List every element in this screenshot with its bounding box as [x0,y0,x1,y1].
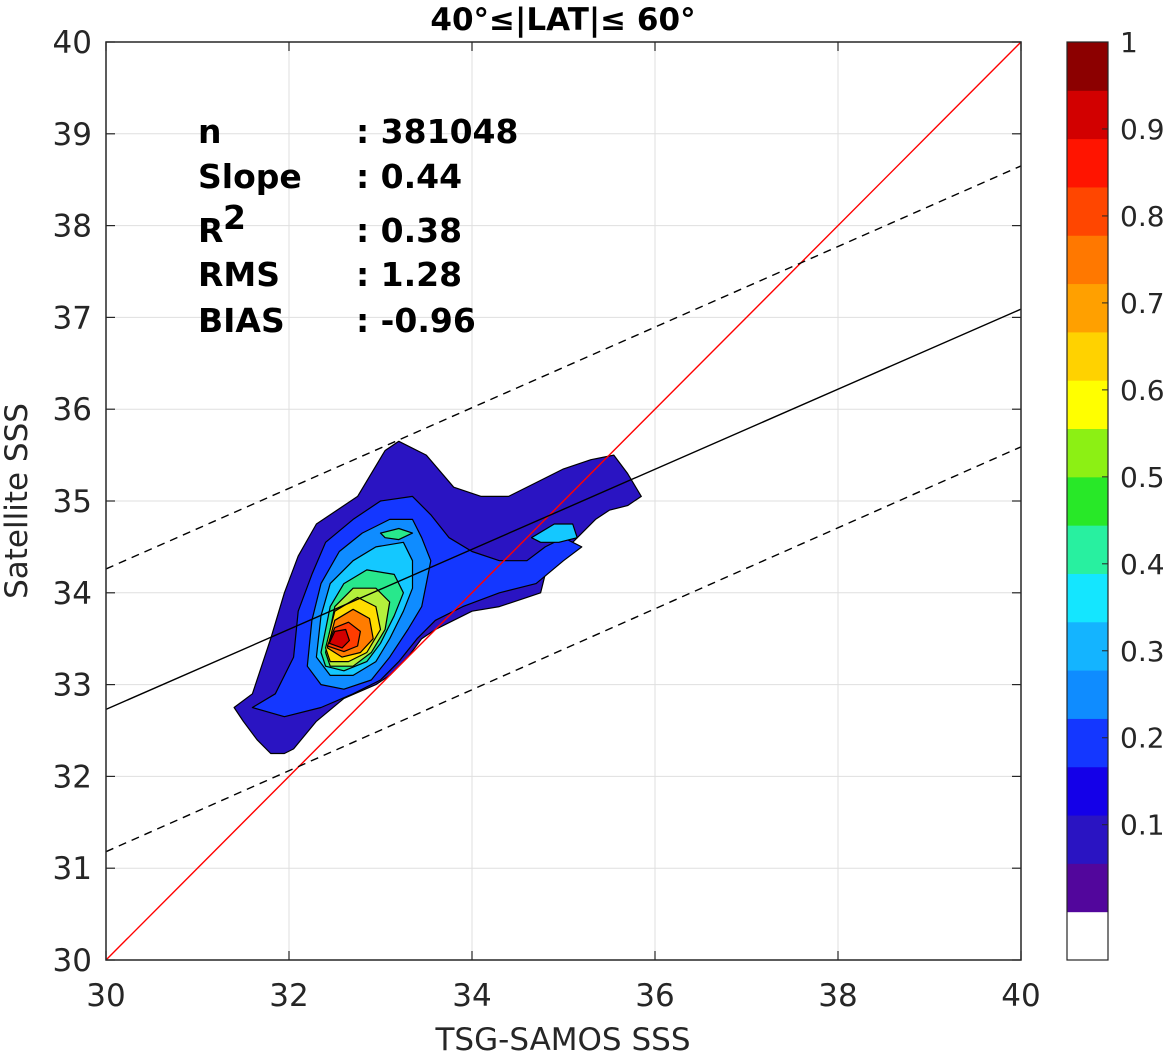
stat-value: : -0.96 [356,301,476,340]
stat-name: n [198,112,222,151]
colorbar-segment [1067,138,1108,188]
x-tick-label: 32 [269,978,308,1014]
colorbar-tick-label: 0.2 [1120,722,1165,755]
colorbar-frame [1066,41,1109,961]
colorbar-segment [1067,525,1108,574]
y-tick-label: 37 [53,300,92,336]
colorbar-segment [1067,90,1108,140]
colorbar-tick-label: 0.5 [1120,461,1165,494]
stat-name: Slope [198,157,302,196]
y-tick-label: 38 [53,209,92,245]
y-tick-label: 39 [53,117,92,153]
stat-name: RMS [198,255,280,294]
colorbar-segment [1067,331,1108,381]
reference-lines [106,42,1021,960]
colorbar-tick-label: 0.6 [1120,374,1165,407]
x-axis-label: TSG-SAMOS SSS [435,1022,691,1055]
y-axis-label: Satellite SSS [0,403,35,599]
colorbar-segment [1067,573,1108,623]
colorbar-tick-label: 0.3 [1120,635,1165,668]
colorbar-tick-label: 0.1 [1120,809,1165,842]
y-tick-label: 30 [53,943,92,979]
colorbar-segment [1067,670,1108,719]
stat-value: : 0.38 [356,211,462,250]
colorbar-segment [1067,815,1108,864]
regression-line [106,308,1021,711]
one-to-one-line [106,42,1021,960]
colorbar-segment [1067,186,1108,236]
stats-block: n : 381048 Slope : 0.44 R 2 : 0.38 RMS : 1.28 BIA… [198,112,518,340]
y-tick-label: 31 [53,851,92,887]
contour-level-0.95 [328,628,350,649]
colorbar-tick-label: 0.4 [1120,548,1165,581]
x-tick-label: 34 [452,978,491,1014]
colorbar-tick-label: 1 [1120,26,1138,59]
y-tick-label: 36 [53,392,92,428]
colorbar-segment [1067,283,1108,333]
x-tick-label: 38 [818,978,857,1014]
contour-level-0.3 [530,523,578,543]
lower-bound-line [106,446,1021,853]
colorbar-tick-label: 0.9 [1120,113,1165,146]
colorbar: 0.1 0.2 0.3 0.4 0.5 0.6 0.7 0.8 0.9 1 [1066,26,1165,961]
stat-value: : 1.28 [356,255,462,294]
colorbar-segment [1067,718,1108,768]
y-tick-label: 34 [53,576,92,612]
colorbar-segment [1067,911,1108,961]
x-tick-label: 30 [86,978,125,1014]
colorbar-segment [1067,428,1108,478]
chart-title: 40°≤|LAT|≤ 60° [430,2,695,38]
colorbar-tick-label: 0.7 [1120,287,1165,320]
colorbar-segment [1067,863,1108,913]
density-contours [233,440,642,755]
y-tick-label: 35 [53,484,92,520]
x-tick-label: 36 [635,978,674,1014]
stat-name: R [198,211,223,250]
y-tick-label: 32 [53,759,92,795]
colorbar-segment [1067,42,1108,91]
colorbar-tick-label: 0.8 [1120,200,1165,233]
y-tick-label: 40 [53,25,92,61]
upper-bound-line [106,165,1021,570]
y-tick-label: 33 [53,668,92,704]
colorbar-segment [1067,476,1108,526]
colorbar-segment [1067,235,1108,285]
colorbar-segment [1067,621,1108,671]
stat-value: : 0.44 [356,157,462,196]
x-tick-label: 40 [1001,978,1040,1014]
stat-superscript: 2 [223,198,246,237]
colorbar-segment [1067,766,1108,816]
axis-ticks: 30 32 34 36 38 40 30 31 32 33 34 35 36 37 38 39 40 [53,25,1041,1014]
stat-value: : 381048 [356,112,518,151]
stat-name: BIAS [198,301,285,340]
contour-level-0.45 [379,527,414,541]
colorbar-segment [1067,380,1108,430]
